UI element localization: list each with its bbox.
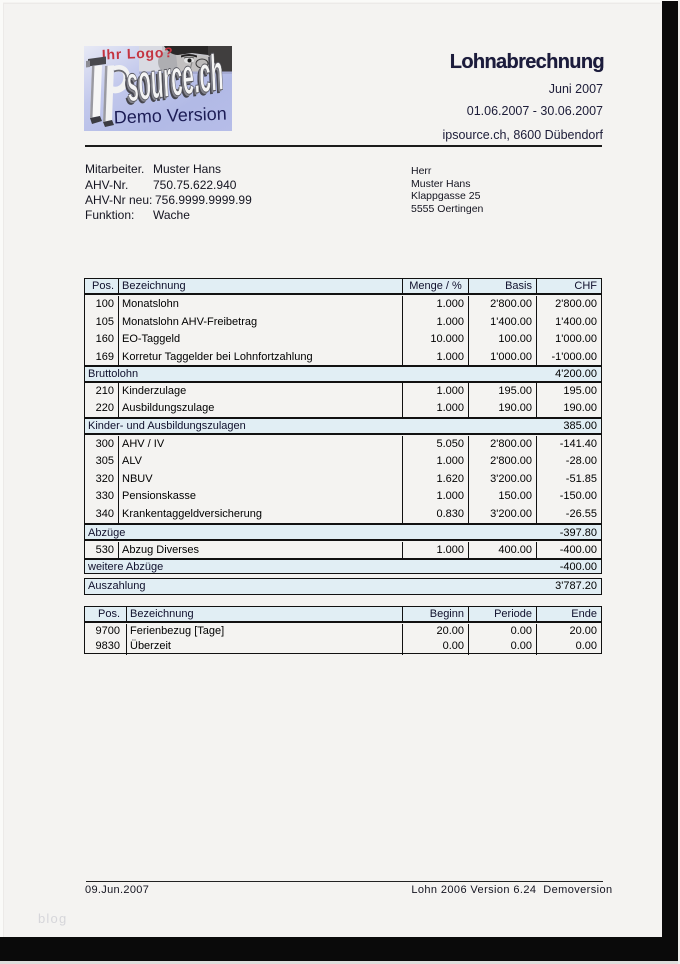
svg-text:source.ch: source.ch — [122, 47, 225, 115]
svg-text:Demo Version: Demo Version — [113, 104, 227, 128]
svg-text:Ihr Logo?: Ihr Logo? — [102, 46, 174, 62]
svg-text:source.ch: source.ch — [121, 48, 224, 116]
svg-text:source.ch: source.ch — [123, 46, 226, 113]
